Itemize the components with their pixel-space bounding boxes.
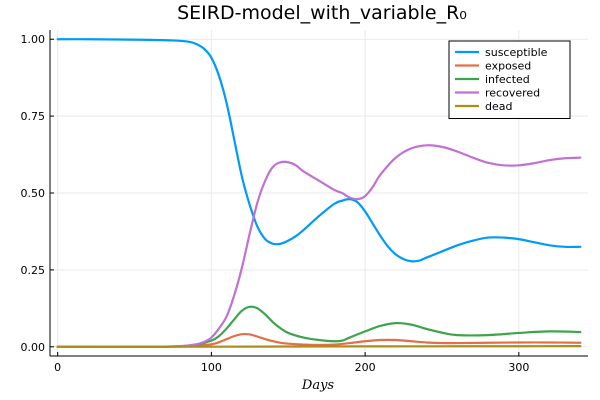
x-tick-label: 0	[54, 361, 61, 374]
legend-label-infected: infected	[485, 73, 530, 86]
y-tick-label: 0.75	[21, 110, 46, 123]
legend-label-susceptible: susceptible	[485, 46, 548, 59]
series-line-exposed	[56, 332, 582, 348]
x-tick-label: 200	[355, 361, 376, 374]
legend-label-exposed: exposed	[485, 60, 531, 73]
y-tick-label: 0.25	[21, 264, 46, 277]
axes: 0 100 200 300 0.00 0.25 0.50 0.75 1.00	[21, 30, 588, 374]
series-line-recovered	[56, 144, 582, 348]
legend-label-dead: dead	[485, 100, 512, 113]
x-tick-label: 300	[508, 361, 529, 374]
y-tick-label: 1.00	[21, 33, 46, 46]
series-lines	[56, 38, 582, 348]
series-line-susceptible	[56, 38, 582, 263]
x-axis-label: Days	[301, 378, 335, 393]
y-tick-label: 0.00	[21, 341, 46, 354]
legend-label-recovered: recovered	[485, 87, 540, 100]
series-line-infected	[56, 305, 582, 348]
y-tick-label: 0.50	[21, 187, 46, 200]
series-line-dead	[56, 345, 582, 348]
x-tick-label: 100	[201, 361, 222, 374]
chart-title: SEIRD-model_with_variable_R₀	[177, 2, 467, 24]
